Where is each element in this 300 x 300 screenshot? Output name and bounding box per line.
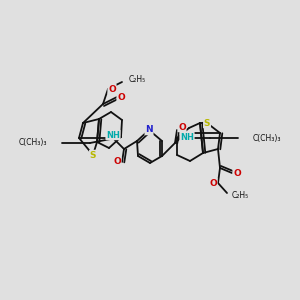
Text: O: O	[117, 92, 125, 101]
Text: C₂H₅: C₂H₅	[129, 76, 146, 85]
Text: S: S	[204, 118, 210, 127]
Text: O: O	[108, 85, 116, 94]
Text: NH: NH	[106, 130, 120, 140]
Text: O: O	[178, 122, 186, 131]
Text: C(CH₃)₃: C(CH₃)₃	[19, 139, 47, 148]
Text: S: S	[90, 151, 96, 160]
Text: NH: NH	[180, 133, 194, 142]
Text: N: N	[145, 125, 153, 134]
Text: C(CH₃)₃: C(CH₃)₃	[253, 134, 281, 142]
Text: O: O	[233, 169, 241, 178]
Text: O: O	[113, 158, 121, 166]
Text: O: O	[209, 178, 217, 188]
Text: C₂H₅: C₂H₅	[232, 191, 249, 200]
